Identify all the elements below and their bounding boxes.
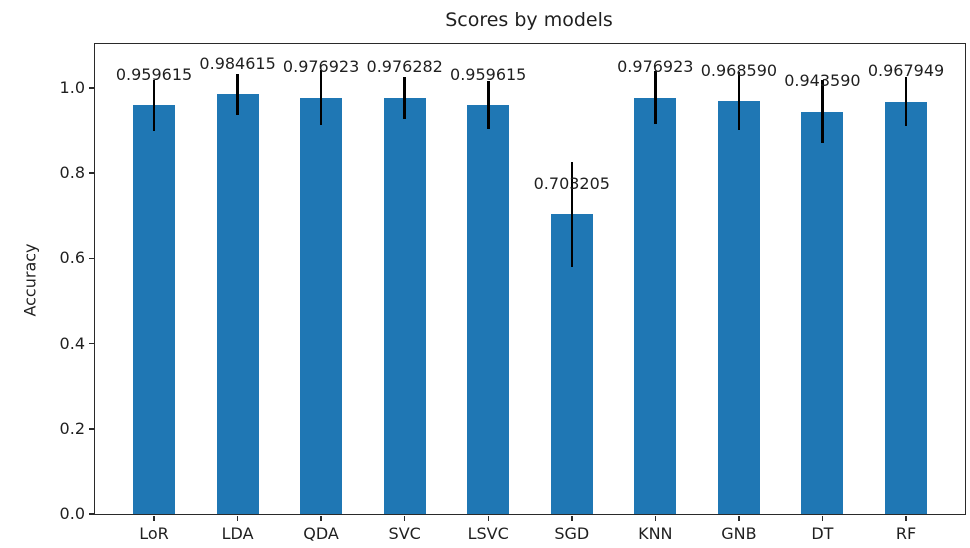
x-tick-label-KNN: KNN	[638, 524, 673, 543]
bar-value-label-LSVC: 0.959615	[450, 64, 527, 84]
bar-value-label-SGD: 0.703205	[533, 173, 610, 193]
x-tick-label-RF: RF	[895, 524, 917, 543]
error-bar-DT	[821, 80, 824, 144]
y-tick-mark	[88, 342, 94, 345]
bar-value-label-LoR: 0.959615	[115, 64, 193, 84]
x-tick-mark	[403, 515, 406, 521]
x-tick-mark	[320, 515, 322, 521]
y-tick-label: 1.0	[59, 77, 85, 97]
x-tick-mark	[821, 515, 824, 521]
y-tick-mark	[88, 428, 94, 430]
y-axis-label: Accuracy	[20, 243, 40, 317]
y-tick-label: 0.0	[59, 504, 85, 523]
bar-LoR	[133, 105, 175, 514]
y-tick-label: 0.6	[59, 248, 85, 268]
bar-QDA	[300, 97, 343, 514]
bar-LDA	[216, 94, 259, 514]
error-bar-RF	[904, 77, 908, 126]
error-bar-LSVC	[487, 80, 490, 130]
y-tick-mark	[88, 513, 94, 515]
bar-value-label-GNB: 0.968590	[700, 60, 778, 80]
x-tick-mark	[905, 515, 907, 521]
bar-value-label-SVC: 0.976282	[366, 57, 443, 77]
x-tick-label-DT: DT	[811, 524, 834, 543]
x-tick-mark	[738, 515, 740, 521]
error-bar-QDA	[319, 70, 323, 126]
error-bar-LDA	[236, 74, 239, 115]
bar-value-label-LDA: 0.984615	[199, 53, 276, 73]
x-tick-mark	[153, 515, 155, 521]
bar-value-label-DT: 0.943590	[784, 71, 861, 91]
x-tick-label-SGD: SGD	[554, 524, 590, 543]
x-tick-label-LSVC: LSVC	[467, 524, 509, 543]
bar-value-label-RF: 0.967949	[867, 61, 945, 80]
y-tick-mark	[88, 87, 94, 89]
x-tick-label-QDA: QDA	[303, 524, 339, 543]
x-tick-label-LoR: LoR	[139, 524, 169, 543]
bar-LSVC	[467, 105, 510, 514]
y-tick-label: 0.8	[59, 163, 85, 183]
x-tick-label-GNB: GNB	[721, 524, 757, 543]
y-tick-mark	[88, 172, 94, 174]
bar-KNN	[634, 97, 677, 514]
y-tick-label: 0.4	[59, 333, 85, 353]
error-bar-SVC	[403, 76, 406, 120]
error-bar-GNB	[737, 72, 741, 131]
bar-SVC	[383, 98, 426, 514]
x-tick-label-SVC: SVC	[388, 524, 421, 543]
bar-GNB	[717, 101, 760, 514]
plot-area: 0.0 0.2 0.4 0.6 0.8 1.0 0.959615 LoR 0.984615 LDA…	[60, 43, 966, 543]
bar-value-label-QDA: 0.976923	[282, 57, 360, 77]
error-bar-SGD	[570, 161, 573, 267]
bar-value-label-KNN: 0.976923	[617, 57, 694, 77]
y-tick-label: 0.2	[59, 418, 85, 438]
y-tick-mark	[88, 257, 94, 260]
bar-RF	[885, 101, 927, 514]
x-tick-mark	[487, 515, 489, 521]
chart-title: Scores by models	[445, 9, 613, 31]
error-bar-LoR	[152, 79, 156, 131]
error-bar-KNN	[654, 71, 657, 125]
x-tick-mark	[654, 515, 657, 521]
x-tick-mark	[236, 515, 239, 521]
bar-DT	[801, 111, 844, 514]
x-tick-mark	[571, 515, 573, 521]
x-tick-label-LDA: LDA	[221, 524, 254, 543]
